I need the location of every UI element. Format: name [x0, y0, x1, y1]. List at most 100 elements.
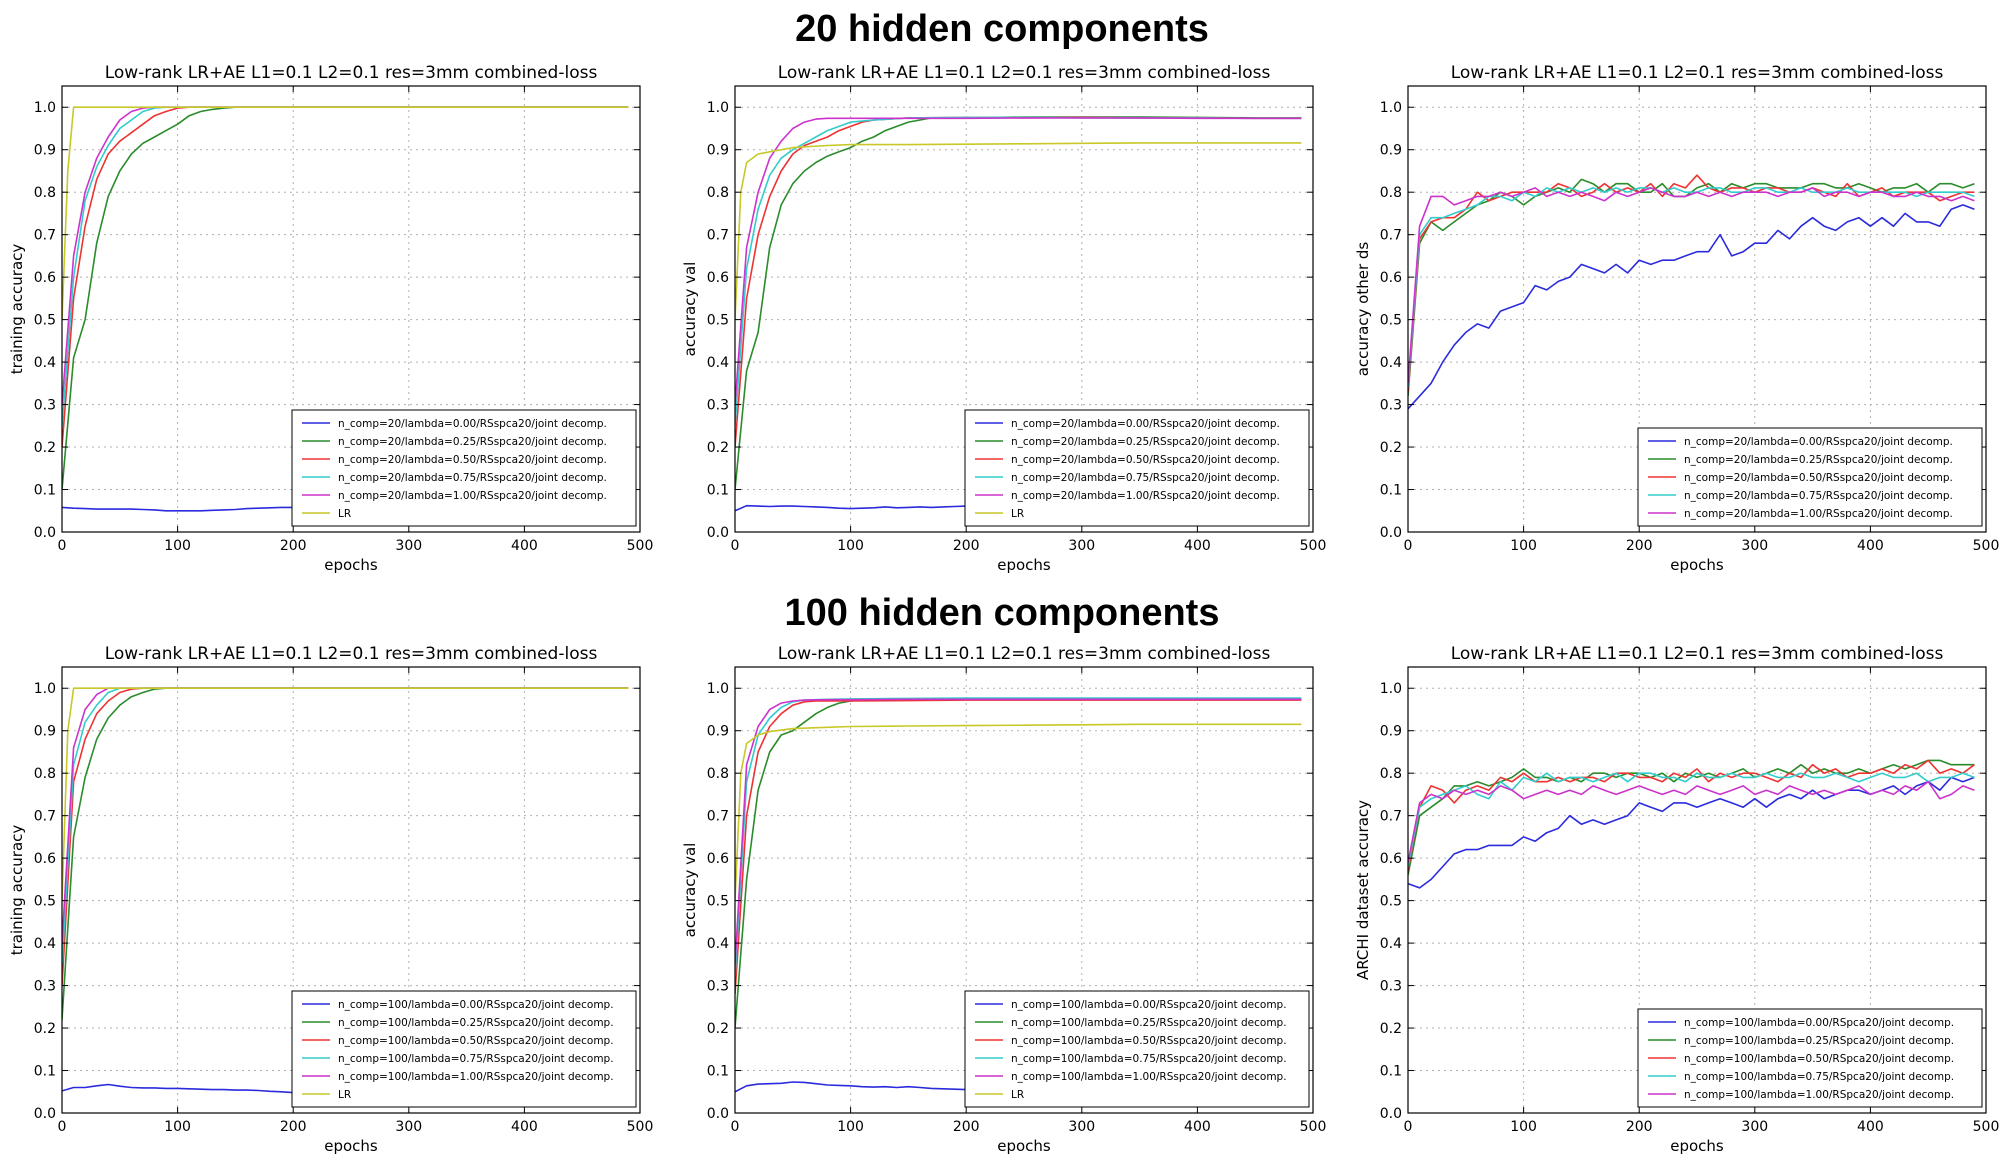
y-tick-label: 0.2 — [34, 1021, 56, 1037]
legend-label: n_comp=20/lambda=0.75/RSspca20/joint dec… — [1011, 472, 1280, 484]
legend-box — [1637, 427, 1983, 527]
series-line — [735, 117, 1302, 405]
x-tick-label: 100 — [837, 538, 864, 554]
y-tick-label: 0.0 — [1380, 1106, 1402, 1122]
legend-label: LR — [338, 508, 351, 520]
y-tick-label: 0.3 — [1380, 398, 1402, 414]
y-tick-label: 0.7 — [707, 809, 729, 825]
plot-frame — [61, 666, 641, 1114]
legend-label: n_comp=20/lambda=0.25/RSspca20/joint dec… — [1684, 454, 1953, 466]
y-tick-label: 0.1 — [34, 483, 56, 499]
series-line — [735, 698, 1302, 1029]
y-tick-label: 0.7 — [34, 809, 56, 825]
x-tick-label: 0 — [58, 538, 67, 554]
series-line — [62, 687, 629, 965]
legend-label: n_comp=100/lambda=0.00/RSpca20/joint dec… — [1684, 1017, 1954, 1029]
x-tick-label: 200 — [953, 538, 980, 554]
y-tick-label: 0.9 — [1380, 143, 1402, 159]
y-tick-label: 0.5 — [707, 894, 729, 910]
legend-label: n_comp=20/lambda=0.00/RSspca20/joint dec… — [1011, 418, 1280, 430]
legend-label: n_comp=20/lambda=1.00/RSspca20/joint dec… — [1684, 508, 1953, 520]
y-tick-label: 0.2 — [34, 440, 56, 456]
x-tick-label: 0 — [1404, 1119, 1413, 1135]
chart-panel: 0 100 200 300 400 500 0.0 0.1 0.2 0.3 0.4 0.5 0.6 0.7… — [681, 644, 1326, 1155]
x-tick-label: 500 — [627, 538, 654, 554]
legend-label: n_comp=100/lambda=0.75/RSpca20/joint dec… — [1684, 1071, 1954, 1083]
x-tick-label: 300 — [395, 1119, 422, 1135]
x-axis-label: epochs — [997, 556, 1051, 574]
x-tick-label: 300 — [1068, 1119, 1095, 1135]
series-line — [1408, 759, 1975, 872]
x-tick-label: 300 — [1068, 538, 1095, 554]
y-tick-label: 0.6 — [707, 851, 729, 867]
x-tick-label: 200 — [1626, 538, 1653, 554]
x-tick-label: 200 — [953, 1119, 980, 1135]
y-tick-label: 1.0 — [1380, 681, 1402, 697]
y-tick-label: 0.8 — [1380, 185, 1402, 201]
legend-label: n_comp=20/lambda=1.00/RSspca20/joint dec… — [1011, 490, 1280, 502]
legend-label: LR — [1011, 508, 1024, 520]
y-tick-label: 0.9 — [34, 143, 56, 159]
legend-label: n_comp=20/lambda=0.25/RSspca20/joint dec… — [1011, 436, 1280, 448]
x-tick-label: 500 — [1300, 538, 1327, 554]
y-tick-label: 1.0 — [1380, 100, 1402, 116]
legend-label: n_comp=100/lambda=1.00/RSpca20/joint dec… — [1684, 1089, 1954, 1101]
series-line — [1408, 178, 1975, 397]
y-tick-label: 0.0 — [34, 1106, 56, 1122]
chart-title: Low-rank LR+AE L1=0.1 L2=0.1 res=3mm com… — [1451, 63, 1944, 83]
series-group — [1408, 759, 1975, 889]
legend-label: n_comp=20/lambda=0.50/RSspca20/joint dec… — [1011, 454, 1280, 466]
legend-label: n_comp=100/lambda=0.75/RSspca20/joint de… — [1011, 1053, 1287, 1065]
y-tick-label: 0.5 — [1380, 313, 1402, 329]
plot-frame — [61, 85, 641, 533]
legend-label: n_comp=100/lambda=0.50/RSspca20/joint de… — [338, 1035, 614, 1047]
x-tick-label: 0 — [58, 1119, 67, 1135]
x-tick-label: 500 — [1300, 1119, 1327, 1135]
y-tick-label: 0.6 — [34, 851, 56, 867]
y-tick-label: 0.9 — [707, 724, 729, 740]
legend: n_comp=100/lambda=0.00/RSpca20/joint dec… — [1637, 1008, 1983, 1108]
y-tick-label: 0.6 — [1380, 851, 1402, 867]
y-tick-label: 0.1 — [34, 1064, 56, 1080]
x-axis-label: epochs — [324, 1137, 378, 1155]
legend-label: n_comp=20/lambda=0.25/RSspca20/joint dec… — [338, 436, 607, 448]
x-tick-label: 0 — [731, 538, 740, 554]
x-tick-label: 100 — [1510, 1119, 1537, 1135]
x-axis-label: epochs — [324, 556, 378, 574]
y-tick-label: 0.5 — [34, 313, 56, 329]
y-tick-label: 0.3 — [707, 979, 729, 995]
series-line — [1408, 187, 1975, 388]
x-tick-label: 400 — [1857, 538, 1884, 554]
series-line — [1408, 204, 1975, 410]
y-tick-label: 0.5 — [707, 313, 729, 329]
y-tick-label: 0.1 — [707, 1064, 729, 1080]
legend-label: n_comp=20/lambda=0.00/RSspca20/joint dec… — [1684, 436, 1953, 448]
x-tick-label: 100 — [164, 1119, 191, 1135]
x-tick-label: 400 — [1184, 538, 1211, 554]
y-tick-label: 0.5 — [34, 894, 56, 910]
y-tick-label: 0.4 — [1380, 355, 1402, 371]
legend-label: n_comp=100/lambda=1.00/RSspca20/joint de… — [338, 1071, 614, 1083]
y-tick-label: 0.2 — [1380, 440, 1402, 456]
legend-box — [291, 409, 637, 527]
x-tick-label: 500 — [627, 1119, 654, 1135]
x-tick-label: 400 — [1857, 1119, 1884, 1135]
y-tick-label: 1.0 — [707, 681, 729, 697]
x-tick-label: 100 — [1510, 538, 1537, 554]
y-axis-label: accuracy other ds — [1354, 242, 1372, 377]
y-tick-label: 1.0 — [34, 681, 56, 697]
y-tick-label: 0.7 — [34, 228, 56, 244]
legend-label: n_comp=100/lambda=0.00/RSspca20/joint de… — [338, 999, 614, 1011]
x-tick-label: 0 — [731, 1119, 740, 1135]
y-tick-label: 0.0 — [707, 1106, 729, 1122]
y-axis-label: accuracy val — [681, 262, 699, 357]
series-line — [62, 687, 629, 986]
y-tick-label: 0.4 — [707, 936, 729, 952]
y-tick-label: 1.0 — [34, 100, 56, 116]
series-line — [1408, 174, 1975, 392]
y-tick-label: 0.7 — [1380, 228, 1402, 244]
series-line — [1408, 187, 1975, 384]
y-tick-label: 0.7 — [707, 228, 729, 244]
legend-box — [964, 409, 1310, 527]
